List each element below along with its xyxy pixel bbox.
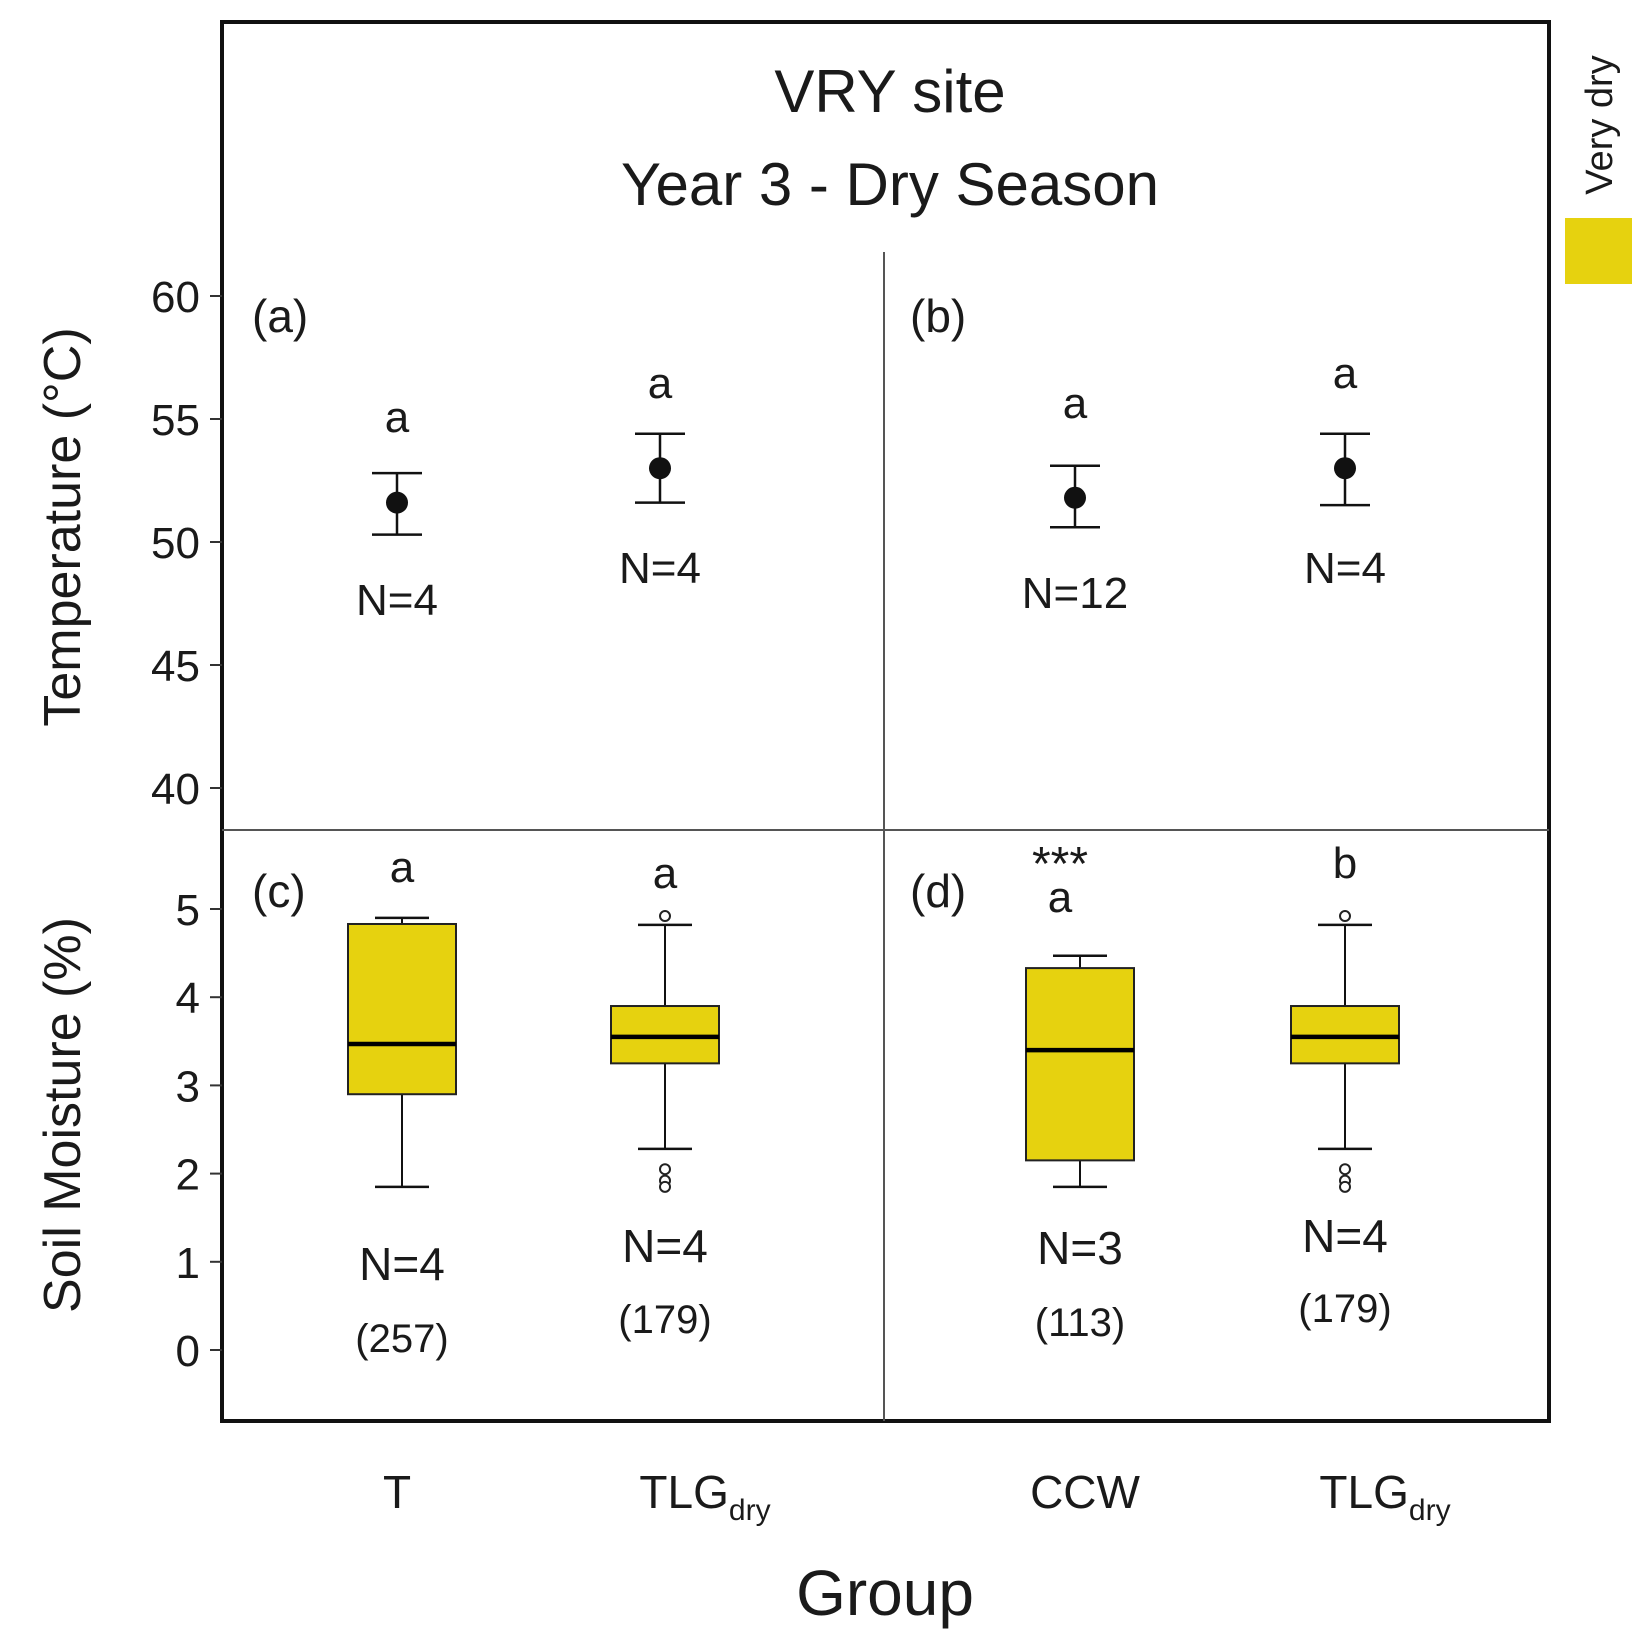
x-axis-title: Group: [796, 1557, 974, 1629]
panel-c-tlg-dry-n-label: N=4: [622, 1220, 708, 1272]
panel-label-a: (a): [252, 290, 308, 342]
panel-c-tlg-dry-count-label: (179): [618, 1298, 711, 1342]
panel-c-tlg-dry-letter: a: [653, 849, 678, 898]
x-label-tlg-dry-left: TLGdry: [639, 1466, 770, 1527]
panel-c-t-count-label: (257): [355, 1317, 448, 1361]
temperature-tick-label-55: 55: [151, 396, 200, 445]
panel-d-tlg-dry-outlier-1: [1339, 1163, 1351, 1176]
panel-b-ccw-letter: a: [1063, 379, 1088, 428]
panel-c-t-n-label: N=4: [359, 1238, 445, 1290]
panel-d-ccw-letter: a: [1048, 873, 1073, 922]
soil-tick-label-0: 0: [176, 1327, 200, 1376]
panel-b-ccw-n-label: N=12: [1022, 569, 1128, 618]
panel-d-tlg-dry-letter: b: [1333, 839, 1357, 888]
figure-title-line1: VRY site: [774, 58, 1005, 125]
panel-d-tlg-dry-n-label: N=4: [1302, 1210, 1388, 1262]
panel-label-c: (c): [252, 865, 306, 917]
temperature-tick-label-60: 60: [151, 273, 200, 322]
temperature-axis-title: Temperature (°C): [34, 327, 92, 726]
marks-layer: aN=4aN=4aN=12aN=4aN=4(257)aN=4(179)***aN…: [347, 349, 1400, 1361]
panel-label-d: (d): [910, 865, 966, 917]
plot-frame: [220, 20, 1551, 1423]
panel-a-tlg-dry-letter: a: [648, 359, 673, 408]
panel-b-tlg-dry-n-label: N=4: [1304, 544, 1386, 593]
panel-a-t-letter: a: [385, 393, 410, 442]
temperature-tick-label-50: 50: [151, 519, 200, 568]
soil-tick-label-1: 1: [176, 1239, 200, 1288]
legend-label: Very dry: [1579, 55, 1621, 194]
soil-tick-label-5: 5: [176, 886, 200, 935]
panel-c-tlg-dry-outlier-3: [659, 1180, 671, 1193]
x-label-ccw: CCW: [1030, 1466, 1140, 1518]
panel-c-t-box: [347, 922, 457, 1096]
panel-b-ccw-mean-point: [1064, 486, 1086, 509]
panel-d-tlg-dry-outlier-0: [1339, 910, 1351, 923]
panel-c-t-letter: a: [390, 843, 415, 892]
soil-tick-label-2: 2: [176, 1151, 200, 1200]
soil-tick-label-3: 3: [176, 1062, 200, 1111]
panel-d-ccw-n-label: N=3: [1037, 1222, 1123, 1274]
figure-title-line2: Year 3 - Dry Season: [621, 151, 1159, 218]
legend-swatch: [1565, 218, 1632, 284]
panel-b-tlg-dry-mean-point: [1334, 457, 1356, 480]
soil-moisture-axis-title: Soil Moisture (%): [34, 917, 92, 1313]
panel-c-tlg-dry-outlier-1: [659, 1163, 671, 1176]
x-label-tlg-dry-right: TLGdry: [1319, 1466, 1450, 1527]
panel-d-tlg-dry-outlier-3: [1339, 1180, 1351, 1193]
panel-a-t-mean-point: [386, 491, 408, 514]
panel-label-b: (b): [910, 290, 966, 342]
temperature-tick-label-45: 45: [151, 642, 200, 691]
temperature-tick-label-40: 40: [151, 765, 200, 814]
soil-tick-label-4: 4: [176, 974, 200, 1023]
panel-d-ccw-box: [1025, 967, 1135, 1162]
panel-d-ccw-count-label: (113): [1035, 1301, 1125, 1345]
panel-c-tlg-dry-outlier-0: [659, 910, 671, 923]
panel-a-t-n-label: N=4: [356, 576, 438, 625]
panel-d-ccw-significance-stars: ***: [1032, 838, 1088, 891]
panel-a-tlg-dry-mean-point: [649, 457, 671, 480]
panel-a-tlg-dry-n-label: N=4: [619, 544, 701, 593]
panel-b-tlg-dry-letter: a: [1333, 349, 1358, 398]
panel-d-tlg-dry-count-label: (179): [1298, 1287, 1391, 1331]
x-label-t: T: [383, 1466, 411, 1518]
